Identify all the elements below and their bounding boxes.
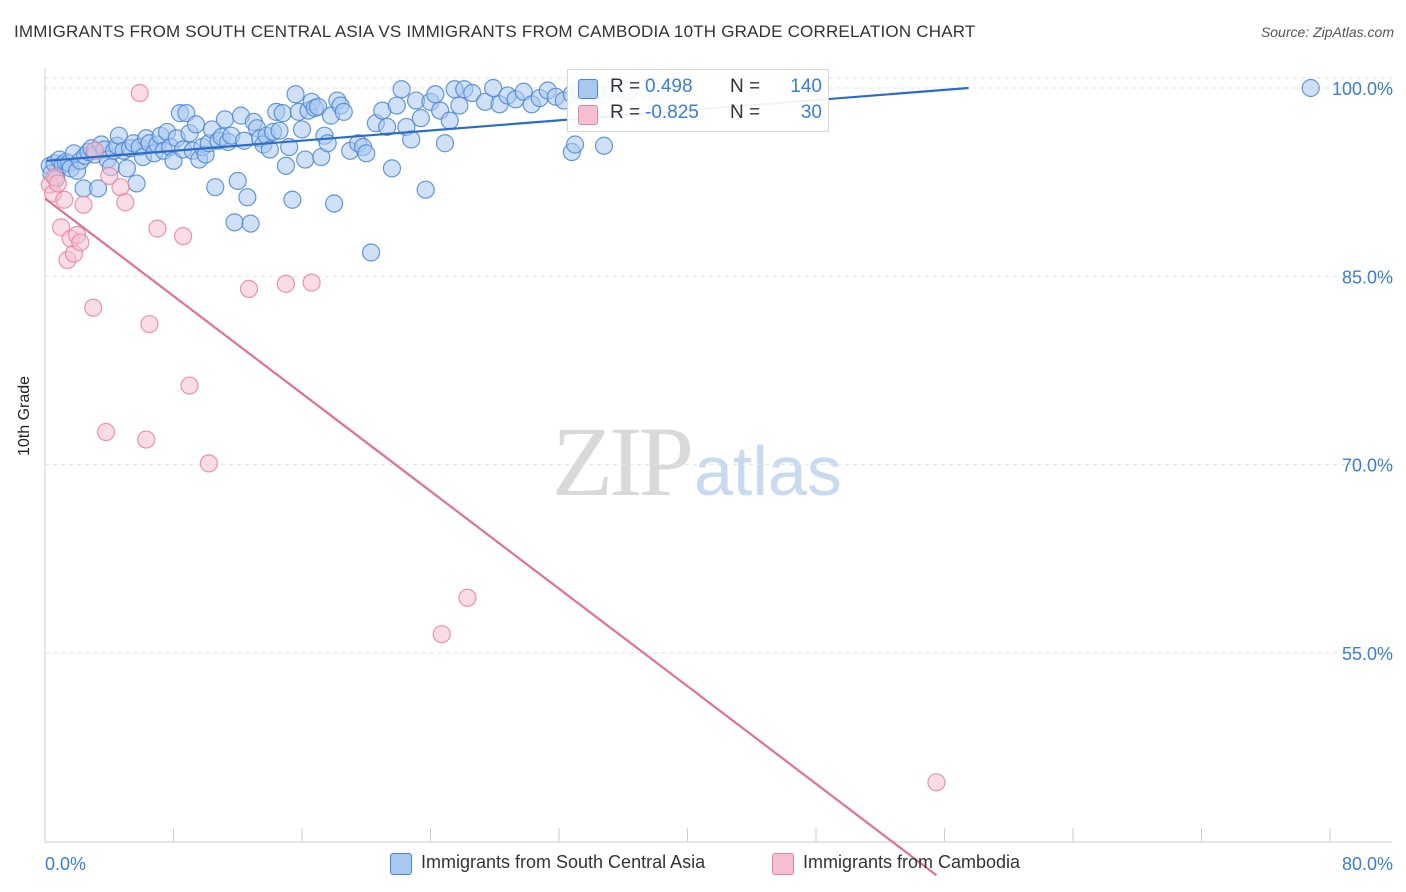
chart-title: IMMIGRANTS FROM SOUTH CENTRAL ASIA VS IM… xyxy=(14,22,976,41)
cambodia-point xyxy=(148,219,167,238)
source-credit: Source: ZipAtlas.com xyxy=(1260,24,1394,40)
south-central-asia-point xyxy=(296,150,315,169)
r-value: 0.498 xyxy=(645,76,693,97)
south-central-asia-point xyxy=(435,134,455,153)
south-central-asia-point xyxy=(241,214,260,233)
stats-legend: R = 0.498 N = 140 R = -0.825 N = 30 xyxy=(567,69,829,132)
watermark: ZIPatlas xyxy=(552,404,842,519)
y-tick-label: 70.0% xyxy=(1342,456,1393,476)
south-central-asia-point xyxy=(361,243,381,262)
south-central-asia-point xyxy=(387,96,406,115)
south-central-asia-point xyxy=(308,97,328,116)
south-central-asia-point xyxy=(463,83,482,103)
south-central-asia-point xyxy=(484,78,503,98)
south-central-asia-point xyxy=(411,109,430,128)
cambodia-point xyxy=(85,141,104,160)
y-tick-label: 85.0% xyxy=(1342,267,1393,287)
n-label: N = xyxy=(730,76,761,97)
south-central-asia-point xyxy=(426,85,445,104)
south-central-asia-point xyxy=(238,188,257,207)
south-central-asia-point xyxy=(273,104,292,123)
cambodia-point xyxy=(137,430,156,449)
south-central-asia-point xyxy=(186,115,206,134)
watermark-zip: ZIP xyxy=(552,406,694,517)
south-central-asia-point xyxy=(206,178,225,197)
cambodia-point xyxy=(140,314,159,334)
south-central-asia-point xyxy=(260,140,279,159)
r-label: R = xyxy=(610,102,641,123)
cambodia-trend-line xyxy=(44,197,938,877)
x-tick-label: 80.0% xyxy=(1342,854,1393,874)
south-central-asia-point xyxy=(594,136,614,155)
south-central-asia-point xyxy=(1301,78,1320,98)
x-tick-label: 0.0% xyxy=(45,854,86,874)
south-central-asia-point xyxy=(450,96,469,115)
south-central-asia-point xyxy=(270,121,289,140)
south-central-asia-point xyxy=(225,213,244,232)
cambodia-point xyxy=(74,195,93,214)
y-tick-label: 55.0% xyxy=(1342,644,1393,664)
blue-swatch xyxy=(390,853,412,875)
y-tick-label: 100.0% xyxy=(1332,79,1393,99)
cambodia-point xyxy=(180,376,199,395)
cambodia-point xyxy=(302,273,321,292)
south-central-asia-point xyxy=(228,171,247,191)
south-central-asia-point xyxy=(357,144,376,163)
south-central-asia-point xyxy=(392,80,411,99)
cambodia-point xyxy=(84,298,103,317)
r-value: -0.825 xyxy=(645,102,699,123)
n-value: 30 xyxy=(800,102,822,123)
cambodia-point xyxy=(111,178,130,197)
south-central-asia-point xyxy=(127,174,146,193)
cambodia-point xyxy=(927,773,946,792)
south-central-asia-point xyxy=(117,159,137,178)
watermark-atlas: atlas xyxy=(694,432,842,510)
y-axis-label: 10th Grade xyxy=(16,375,33,456)
pink-swatch xyxy=(772,853,794,875)
south-central-asia-point xyxy=(565,135,585,154)
legend-label: Immigrants from South Central Asia xyxy=(421,852,706,872)
cambodia-point xyxy=(174,227,193,246)
south-central-asia-point xyxy=(378,117,397,137)
cambodia-point xyxy=(239,279,259,298)
cambodia-point xyxy=(116,193,135,212)
r-label: R = xyxy=(610,76,641,97)
cambodia-point xyxy=(432,625,451,644)
south-central-asia-point xyxy=(283,190,302,209)
cambodia-point xyxy=(100,166,119,185)
cambodia-point xyxy=(276,274,296,293)
cambodia-point xyxy=(458,588,477,607)
south-central-asia-point xyxy=(215,110,234,129)
n-value: 140 xyxy=(790,76,822,97)
cambodia-point xyxy=(55,190,74,209)
n-label: N = xyxy=(730,102,761,123)
south-central-asia-point xyxy=(292,120,312,139)
south-central-asia-point xyxy=(416,180,435,199)
south-central-asia-point xyxy=(440,111,459,130)
cambodia-point xyxy=(130,83,149,103)
cambodia-point xyxy=(96,422,116,442)
cambodia-point xyxy=(71,233,90,252)
south-central-asia-point xyxy=(325,194,344,213)
south-central-asia-point xyxy=(334,102,353,121)
pink-swatch xyxy=(578,105,598,125)
cambodia-point xyxy=(199,454,218,473)
south-central-asia-point xyxy=(88,179,108,198)
cambodia-point xyxy=(48,174,67,193)
legend-label: Immigrants from Cambodia xyxy=(803,852,1021,872)
south-central-asia-point xyxy=(286,85,305,104)
south-central-asia-point xyxy=(276,156,296,175)
blue-swatch xyxy=(578,79,598,99)
south-central-asia-point xyxy=(382,159,402,178)
